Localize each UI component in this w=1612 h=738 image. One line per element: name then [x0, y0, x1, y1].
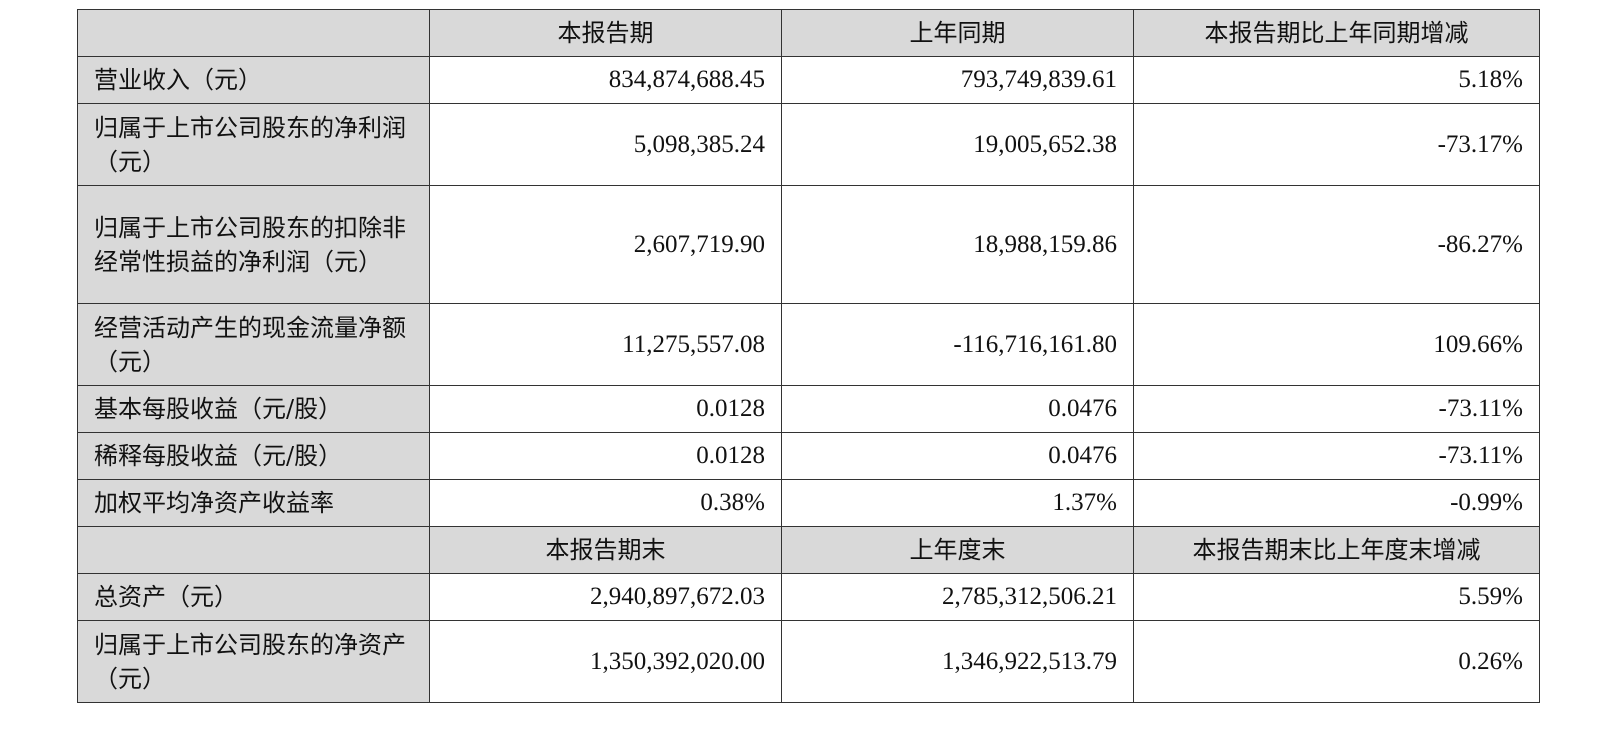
header-corner-cell — [77, 526, 430, 574]
header-prior-year-end: 上年度末 — [781, 526, 1134, 574]
current-value: 2,940,897,672.03 — [429, 573, 782, 621]
row-label: 归属于上市公司股东的扣除非经常性损益的净利润（元） — [77, 185, 430, 304]
table-row: 总资产（元） 2,940,897,672.03 2,785,312,506.21… — [77, 573, 1540, 621]
table-row: 基本每股收益（元/股） 0.0128 0.0476 -73.11% — [77, 385, 1540, 433]
row-label: 基本每股收益（元/股） — [77, 385, 430, 433]
prior-value: 0.0476 — [781, 432, 1134, 480]
prior-value: 0.0476 — [781, 385, 1134, 433]
table-row: 营业收入（元） 834,874,688.45 793,749,839.61 5.… — [77, 56, 1540, 104]
change-value: 5.18% — [1133, 56, 1540, 104]
row-label: 归属于上市公司股东的净资产（元） — [77, 620, 430, 703]
header-period-end-change: 本报告期末比上年度末增减 — [1133, 526, 1540, 574]
header-prior-period: 上年同期 — [781, 9, 1134, 57]
table-row: 稀释每股收益（元/股） 0.0128 0.0476 -73.11% — [77, 432, 1540, 480]
change-value: -0.99% — [1133, 479, 1540, 527]
change-value: 0.26% — [1133, 620, 1540, 703]
current-value: 2,607,719.90 — [429, 185, 782, 304]
prior-value: 2,785,312,506.21 — [781, 573, 1134, 621]
header-period-change: 本报告期比上年同期增减 — [1133, 9, 1540, 57]
financial-summary-table: 本报告期 上年同期 本报告期比上年同期增减 营业收入（元） 834,874,68… — [77, 9, 1540, 703]
header-current-period: 本报告期 — [429, 9, 782, 57]
period-header-row: 本报告期 上年同期 本报告期比上年同期增减 — [77, 9, 1540, 57]
row-label: 归属于上市公司股东的净利润（元） — [77, 103, 430, 186]
header-current-period-end: 本报告期末 — [429, 526, 782, 574]
row-label: 总资产（元） — [77, 573, 430, 621]
current-value: 11,275,557.08 — [429, 303, 782, 386]
change-value: 109.66% — [1133, 303, 1540, 386]
current-value: 1,350,392,020.00 — [429, 620, 782, 703]
header-corner-cell — [77, 9, 430, 57]
table-row: 加权平均净资产收益率 0.38% 1.37% -0.99% — [77, 479, 1540, 527]
current-value: 834,874,688.45 — [429, 56, 782, 104]
current-value: 5,098,385.24 — [429, 103, 782, 186]
row-label: 稀释每股收益（元/股） — [77, 432, 430, 480]
table-row: 归属于上市公司股东的净资产（元） 1,350,392,020.00 1,346,… — [77, 620, 1540, 703]
table-row: 归属于上市公司股东的净利润（元） 5,098,385.24 19,005,652… — [77, 103, 1540, 186]
current-value: 0.0128 — [429, 385, 782, 433]
current-value: 0.38% — [429, 479, 782, 527]
change-value: -73.11% — [1133, 432, 1540, 480]
prior-value: 1,346,922,513.79 — [781, 620, 1134, 703]
change-value: -86.27% — [1133, 185, 1540, 304]
prior-value: 793,749,839.61 — [781, 56, 1134, 104]
table-row: 归属于上市公司股东的扣除非经常性损益的净利润（元） 2,607,719.90 1… — [77, 185, 1540, 304]
row-label: 经营活动产生的现金流量净额（元） — [77, 303, 430, 386]
change-value: -73.17% — [1133, 103, 1540, 186]
prior-value: 1.37% — [781, 479, 1134, 527]
row-label: 加权平均净资产收益率 — [77, 479, 430, 527]
change-value: -73.11% — [1133, 385, 1540, 433]
change-value: 5.59% — [1133, 573, 1540, 621]
table-row: 经营活动产生的现金流量净额（元） 11,275,557.08 -116,716,… — [77, 303, 1540, 386]
prior-value: 18,988,159.86 — [781, 185, 1134, 304]
current-value: 0.0128 — [429, 432, 782, 480]
prior-value: -116,716,161.80 — [781, 303, 1134, 386]
prior-value: 19,005,652.38 — [781, 103, 1134, 186]
balance-header-row: 本报告期末 上年度末 本报告期末比上年度末增减 — [77, 526, 1540, 574]
row-label: 营业收入（元） — [77, 56, 430, 104]
